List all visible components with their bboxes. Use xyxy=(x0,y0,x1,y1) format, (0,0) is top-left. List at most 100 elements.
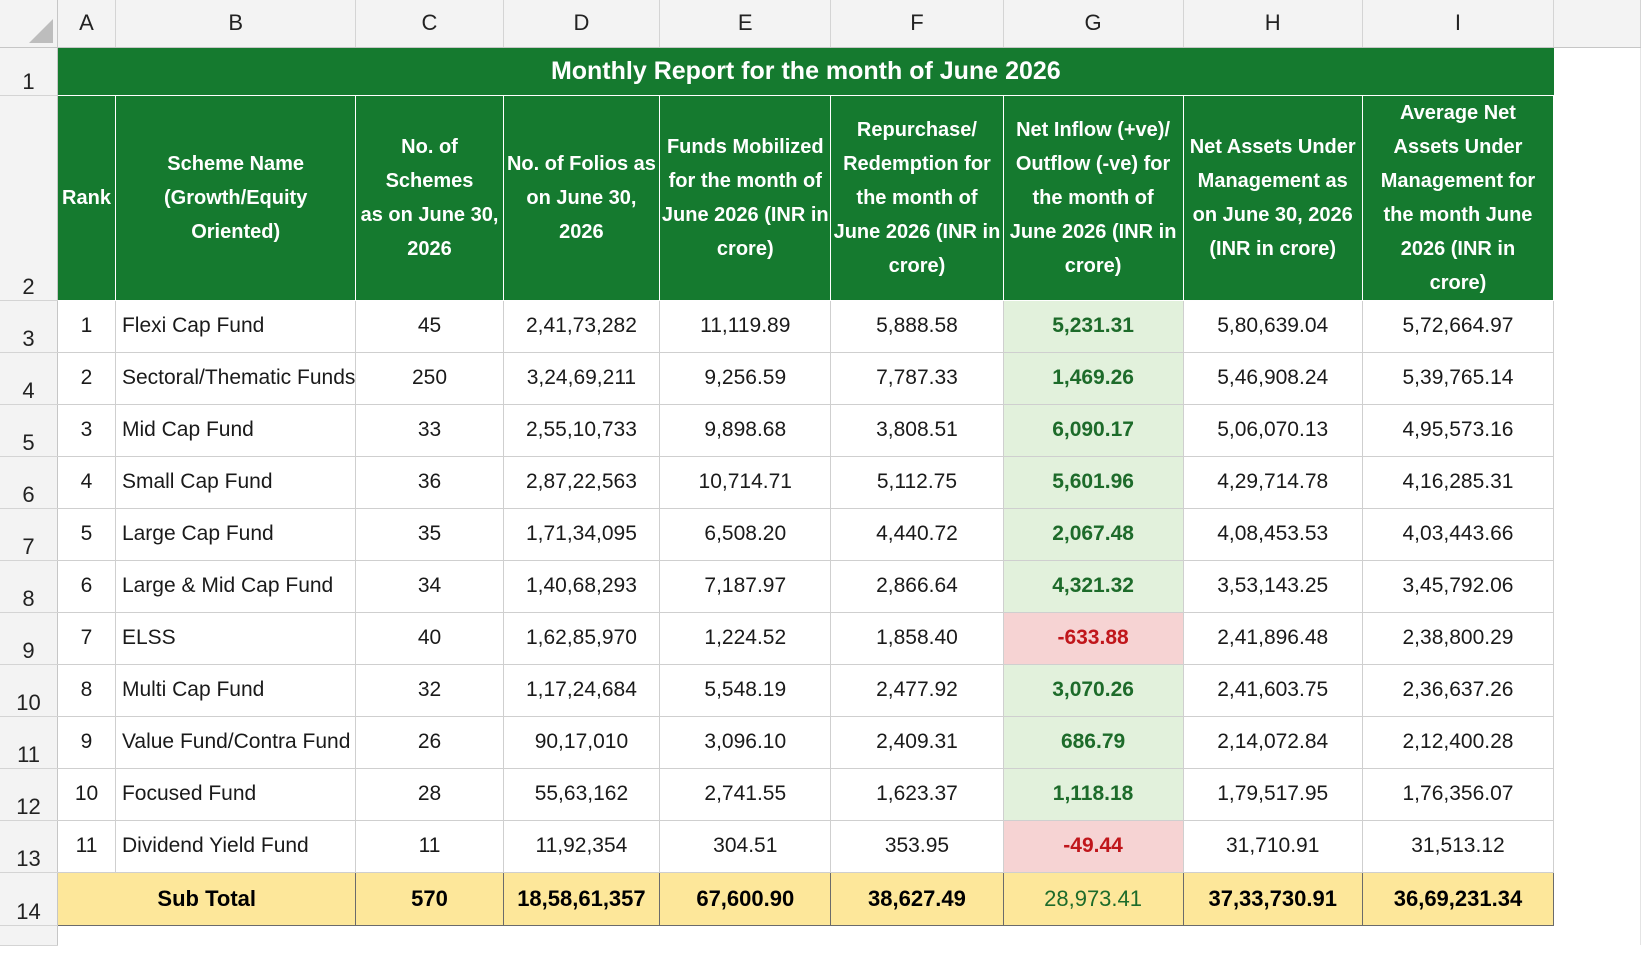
subtotal-label[interactable]: Sub Total xyxy=(57,871,357,926)
row-header-3[interactable]: 3 xyxy=(0,300,59,353)
row-header-9[interactable]: 9 xyxy=(0,612,59,665)
net-assets-cell[interactable]: 2,41,896.48 xyxy=(1183,612,1363,665)
row-header-14[interactable]: 14 xyxy=(0,872,59,926)
net-assets-cell[interactable]: 4,08,453.53 xyxy=(1183,508,1363,561)
column-header-d[interactable]: D xyxy=(503,0,661,48)
average-net-assets-cell[interactable]: 4,16,285.31 xyxy=(1362,456,1555,509)
schemes-count-cell[interactable]: 35 xyxy=(355,508,504,561)
funds-mobilized-cell[interactable]: 10,714.71 xyxy=(659,456,832,509)
empty-cell[interactable] xyxy=(1553,560,1641,612)
funds-mobilized-cell[interactable]: 5,548.19 xyxy=(659,664,832,717)
average-net-assets-cell[interactable]: 4,95,573.16 xyxy=(1362,404,1555,457)
net-assets-cell[interactable]: 2,14,072.84 xyxy=(1183,716,1363,769)
rank-cell[interactable]: 10 xyxy=(57,768,116,821)
scheme-name-cell[interactable]: Value Fund/Contra Fund xyxy=(115,716,357,769)
report-title-cell[interactable]: Monthly Report for the month of June 202… xyxy=(57,47,1554,96)
schemes-count-cell[interactable]: 32 xyxy=(355,664,504,717)
column-header-e[interactable]: E xyxy=(659,0,832,48)
empty-cell[interactable] xyxy=(1553,716,1641,768)
header-net-flow[interactable]: Net Inflow (+ve)/Outflow (-ve) for the mo… xyxy=(1003,95,1184,301)
scheme-name-cell[interactable]: ELSS xyxy=(115,612,357,665)
rank-cell[interactable]: 1 xyxy=(57,300,116,353)
header-redemption[interactable]: Repurchase/Redemption for the month of Jun… xyxy=(830,95,1004,301)
net-flow-cell[interactable]: -633.88 xyxy=(1003,612,1184,665)
net-assets-cell[interactable]: 5,80,639.04 xyxy=(1183,300,1363,353)
row-header-12[interactable]: 12 xyxy=(0,768,59,821)
column-header-g[interactable]: G xyxy=(1003,0,1184,48)
net-flow-cell[interactable]: -49.44 xyxy=(1003,820,1184,873)
header-average-net-assets[interactable]: Average Net Assets Under Management for the… xyxy=(1362,95,1555,301)
subtotal-folios[interactable]: 18,58,61,357 xyxy=(503,871,661,926)
folios-cell[interactable]: 55,63,162 xyxy=(503,768,661,821)
rank-cell[interactable]: 3 xyxy=(57,404,116,457)
empty-cell[interactable] xyxy=(1553,612,1641,664)
folios-cell[interactable]: 11,92,354 xyxy=(503,820,661,873)
average-net-assets-cell[interactable]: 3,45,792.06 xyxy=(1362,560,1555,613)
select-all-corner[interactable] xyxy=(0,0,59,48)
empty-cell[interactable] xyxy=(1553,664,1641,716)
net-flow-cell[interactable]: 4,321.32 xyxy=(1003,560,1184,613)
row-header-8[interactable]: 8 xyxy=(0,560,59,613)
funds-mobilized-cell[interactable]: 6,508.20 xyxy=(659,508,832,561)
average-net-assets-cell[interactable]: 1,76,356.07 xyxy=(1362,768,1555,821)
folios-cell[interactable]: 1,17,24,684 xyxy=(503,664,661,717)
subtotal-average-net-assets[interactable]: 36,69,231.34 xyxy=(1362,871,1555,926)
header-rank[interactable]: Rank xyxy=(57,95,116,301)
average-net-assets-cell[interactable]: 5,72,664.97 xyxy=(1362,300,1555,353)
empty-cell[interactable] xyxy=(1553,47,1641,95)
rank-cell[interactable]: 4 xyxy=(57,456,116,509)
folios-cell[interactable]: 1,40,68,293 xyxy=(503,560,661,613)
folios-cell[interactable]: 90,17,010 xyxy=(503,716,661,769)
schemes-count-cell[interactable]: 36 xyxy=(355,456,504,509)
folios-cell[interactable]: 1,71,34,095 xyxy=(503,508,661,561)
net-flow-cell[interactable]: 3,070.26 xyxy=(1003,664,1184,717)
funds-mobilized-cell[interactable]: 1,224.52 xyxy=(659,612,832,665)
redemption-cell[interactable]: 4,440.72 xyxy=(830,508,1004,561)
row-header-1[interactable]: 1 xyxy=(0,47,59,96)
empty-cell[interactable] xyxy=(57,925,1641,945)
empty-cell[interactable] xyxy=(1553,300,1641,352)
net-assets-cell[interactable]: 5,06,070.13 xyxy=(1183,404,1363,457)
average-net-assets-cell[interactable]: 2,38,800.29 xyxy=(1362,612,1555,665)
net-flow-cell[interactable]: 686.79 xyxy=(1003,716,1184,769)
empty-cell[interactable] xyxy=(1553,768,1641,820)
empty-cell[interactable] xyxy=(1553,456,1641,508)
redemption-cell[interactable]: 2,866.64 xyxy=(830,560,1004,613)
scheme-name-cell[interactable]: Large Cap Fund xyxy=(115,508,357,561)
folios-cell[interactable]: 2,87,22,563 xyxy=(503,456,661,509)
column-header-b[interactable]: B xyxy=(115,0,357,48)
rank-cell[interactable]: 7 xyxy=(57,612,116,665)
average-net-assets-cell[interactable]: 4,03,443.66 xyxy=(1362,508,1555,561)
header-no-of-schemes[interactable]: No. of Schemes as on June 30, 2026 xyxy=(355,95,504,301)
rank-cell[interactable]: 5 xyxy=(57,508,116,561)
row-header-11[interactable]: 11 xyxy=(0,716,59,769)
net-assets-cell[interactable]: 4,29,714.78 xyxy=(1183,456,1363,509)
schemes-count-cell[interactable]: 26 xyxy=(355,716,504,769)
redemption-cell[interactable]: 3,808.51 xyxy=(830,404,1004,457)
net-flow-cell[interactable]: 2,067.48 xyxy=(1003,508,1184,561)
net-flow-cell[interactable]: 1,469.26 xyxy=(1003,352,1184,405)
row-header-13[interactable]: 13 xyxy=(0,820,59,873)
header-no-of-folios[interactable]: No. of Folios as on June 30, 2026 xyxy=(503,95,661,301)
subtotal-net-flow[interactable]: 28,973.41 xyxy=(1003,871,1184,926)
redemption-cell[interactable]: 7,787.33 xyxy=(830,352,1004,405)
scheme-name-cell[interactable]: Sectoral/Thematic Funds xyxy=(115,352,357,405)
redemption-cell[interactable]: 1,858.40 xyxy=(830,612,1004,665)
schemes-count-cell[interactable]: 250 xyxy=(355,352,504,405)
row-header-6[interactable]: 6 xyxy=(0,456,59,509)
schemes-count-cell[interactable]: 45 xyxy=(355,300,504,353)
average-net-assets-cell[interactable]: 2,36,637.26 xyxy=(1362,664,1555,717)
net-assets-cell[interactable]: 31,710.91 xyxy=(1183,820,1363,873)
scheme-name-cell[interactable]: Flexi Cap Fund xyxy=(115,300,357,353)
net-flow-cell[interactable]: 5,601.96 xyxy=(1003,456,1184,509)
column-header-f[interactable]: F xyxy=(830,0,1004,48)
funds-mobilized-cell[interactable]: 2,741.55 xyxy=(659,768,832,821)
subtotal-redemption[interactable]: 38,627.49 xyxy=(830,871,1004,926)
rank-cell[interactable]: 2 xyxy=(57,352,116,405)
schemes-count-cell[interactable]: 40 xyxy=(355,612,504,665)
funds-mobilized-cell[interactable]: 7,187.97 xyxy=(659,560,832,613)
average-net-assets-cell[interactable]: 31,513.12 xyxy=(1362,820,1555,873)
scheme-name-cell[interactable]: Multi Cap Fund xyxy=(115,664,357,717)
empty-cell[interactable] xyxy=(1553,404,1641,456)
rank-cell[interactable]: 8 xyxy=(57,664,116,717)
